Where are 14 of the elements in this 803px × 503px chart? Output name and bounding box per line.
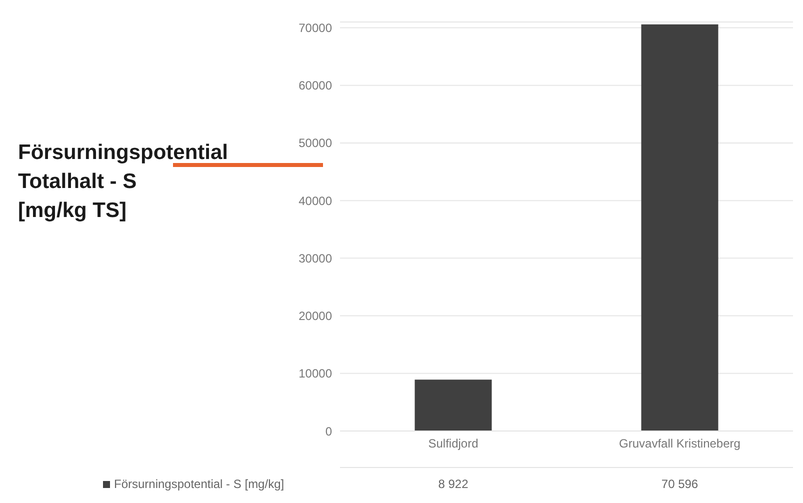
text: Försurningspotential Totalhalt - S [mg/kg TS] (18, 140, 229, 224)
data-label: 70 596 (660, 477, 700, 491)
y-tick-label: 70000 (298, 21, 332, 36)
y-tick-label: 20000 (298, 309, 332, 324)
y-tick-label: 0 (325, 424, 332, 438)
y-tick-label: 40000 (298, 194, 332, 208)
x-tick-label: Gruvavfall Kristineberg (619, 436, 740, 451)
y-tick-label: 10000 (298, 366, 332, 381)
y-tick-label: 50000 (298, 136, 332, 150)
legend-label: Försurningspotential - S [mg/kg] (114, 477, 284, 491)
y-tick-label: 30000 (298, 251, 332, 266)
x-tick-label: Sulfidjord (428, 436, 478, 451)
y-tick-label: 60000 (298, 78, 332, 93)
data-label: 8 922 (437, 477, 470, 491)
